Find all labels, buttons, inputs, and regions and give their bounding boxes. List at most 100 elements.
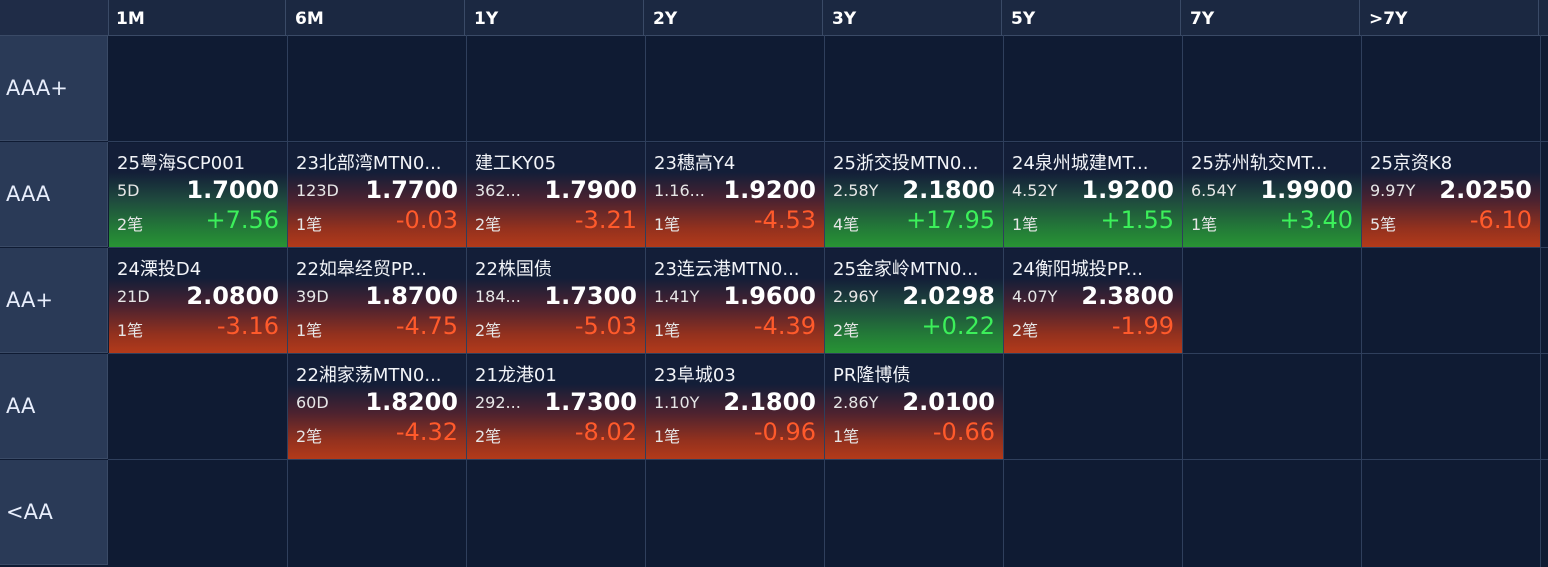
bond-term: 21D — [117, 287, 150, 306]
trade-count: 1笔 — [654, 321, 681, 340]
bond-tile[interactable]: 23北部湾MTN0... 123D 1.7700 1笔 -0.03 — [288, 143, 466, 247]
bond-name: 24泉州城建MT... — [1012, 153, 1149, 174]
trade-count: 2笔 — [1012, 321, 1039, 340]
header-corner — [0, 0, 109, 35]
col-header-over-7y[interactable]: >7Y — [1361, 0, 1539, 35]
bond-tile[interactable]: 25金家岭MTN0... 2.96Y 2.0298 2笔 +0.22 — [825, 249, 1003, 353]
bond-tile[interactable]: 23阜城03 1.10Y 2.1800 1笔 -0.96 — [646, 355, 824, 459]
trade-count: 1笔 — [833, 427, 860, 446]
yield-change-bp: -3.16 — [216, 312, 279, 340]
bond-yield: 1.9600 — [723, 282, 816, 310]
bond-name: 23连云港MTN0... — [654, 259, 800, 280]
trade-count: 1笔 — [654, 215, 681, 234]
yield-change-bp: -4.32 — [395, 418, 458, 446]
bond-tile[interactable]: 建工KY05 362... 1.7900 2笔 -3.21 — [467, 143, 645, 247]
bond-yield: 1.7000 — [186, 176, 279, 204]
bond-name: 建工KY05 — [475, 153, 557, 174]
col-header-3y[interactable]: 3Y — [824, 0, 1002, 35]
trade-count: 1笔 — [296, 215, 323, 234]
bond-term: 4.07Y — [1012, 287, 1058, 306]
bond-yield: 1.8700 — [365, 282, 458, 310]
bond-term: 1.16... — [654, 181, 705, 200]
grid-divider — [645, 35, 646, 567]
trade-count: 1笔 — [296, 321, 323, 340]
bond-name: 25粤海SCP001 — [117, 153, 246, 174]
yield-change-bp: +1.55 — [1100, 206, 1174, 234]
bond-term: 6.54Y — [1191, 181, 1237, 200]
bond-tile[interactable]: 25京资K8 9.97Y 2.0250 5笔 -6.10 — [1362, 143, 1540, 247]
bond-yield: 2.0100 — [902, 388, 995, 416]
yield-change-bp: +0.22 — [921, 312, 995, 340]
grid-divider — [108, 247, 1548, 248]
bond-name: 25京资K8 — [1370, 153, 1453, 174]
bond-tile[interactable]: 22如皋经贸PP... 39D 1.8700 1笔 -4.75 — [288, 249, 466, 353]
bond-tile[interactable]: 23连云港MTN0... 1.41Y 1.9600 1笔 -4.39 — [646, 249, 824, 353]
col-header-2y[interactable]: 2Y — [645, 0, 823, 35]
trade-count: 1笔 — [1191, 215, 1218, 234]
grid-divider — [466, 35, 467, 567]
col-header-1m[interactable]: 1M — [108, 0, 286, 35]
bond-tile[interactable]: 21龙港01 292... 1.7300 2笔 -8.02 — [467, 355, 645, 459]
row-label-aa-plus: AA+ — [0, 248, 108, 353]
bond-term: 2.86Y — [833, 393, 879, 412]
yield-change-bp: -4.39 — [753, 312, 816, 340]
bond-tile[interactable]: 22湘家荡MTN0... 60D 1.8200 2笔 -4.32 — [288, 355, 466, 459]
yield-change-bp: +3.40 — [1279, 206, 1353, 234]
bond-term: 2.96Y — [833, 287, 879, 306]
trade-count: 2笔 — [475, 321, 502, 340]
grid-divider — [1003, 35, 1004, 567]
bond-name: 23穗高Y4 — [654, 153, 736, 174]
bond-tile[interactable]: 24溧投D4 21D 2.0800 1笔 -3.16 — [109, 249, 287, 353]
col-header-1y[interactable]: 1Y — [466, 0, 644, 35]
grid-divider — [287, 35, 288, 567]
bond-term: 292... — [475, 393, 521, 412]
bond-yield: 1.9200 — [1081, 176, 1174, 204]
yield-change-bp: -0.03 — [395, 206, 458, 234]
grid-divider — [824, 35, 825, 567]
bond-name: 23阜城03 — [654, 365, 736, 386]
column-header-row: 1M 6M 1Y 2Y 3Y 5Y 7Y >7Y — [0, 0, 1548, 36]
bond-yield: 2.0800 — [186, 282, 279, 310]
bond-name: 25浙交投MTN0... — [833, 153, 979, 174]
col-header-5y[interactable]: 5Y — [1003, 0, 1181, 35]
bond-yield: 2.3800 — [1081, 282, 1174, 310]
bond-name: 23北部湾MTN0... — [296, 153, 442, 174]
bond-term: 60D — [296, 393, 329, 412]
bond-yield: 1.7300 — [544, 388, 637, 416]
yield-change-bp: +17.95 — [906, 206, 995, 234]
row-label-aaa: AAA — [0, 142, 108, 247]
bond-tile[interactable]: 24泉州城建MT... 4.52Y 1.9200 1笔 +1.55 — [1004, 143, 1182, 247]
trade-count: 2笔 — [296, 427, 323, 446]
trade-count: 1笔 — [117, 321, 144, 340]
bond-yield: 1.7700 — [365, 176, 458, 204]
bond-term: 123D — [296, 181, 339, 200]
bond-name: 24衡阳城投PP... — [1012, 259, 1143, 280]
grid-divider — [1182, 35, 1183, 567]
bond-tile[interactable]: 25粤海SCP001 5D 1.7000 2笔 +7.56 — [109, 143, 287, 247]
trade-count: 2笔 — [117, 215, 144, 234]
bond-yield: 1.9900 — [1260, 176, 1353, 204]
bond-tile[interactable]: 25浙交投MTN0... 2.58Y 2.1800 4笔 +17.95 — [825, 143, 1003, 247]
yield-change-bp: -8.02 — [574, 418, 637, 446]
col-header-6m[interactable]: 6M — [287, 0, 465, 35]
bond-name: 25苏州轨交MT... — [1191, 153, 1328, 174]
bond-tile[interactable]: PR隆博债 2.86Y 2.0100 1笔 -0.66 — [825, 355, 1003, 459]
bond-name: 25金家岭MTN0... — [833, 259, 979, 280]
bond-yield: 2.1800 — [723, 388, 816, 416]
trade-count: 4笔 — [833, 215, 860, 234]
bond-tile[interactable]: 22株国债 184... 1.7300 2笔 -5.03 — [467, 249, 645, 353]
bond-yield: 2.1800 — [902, 176, 995, 204]
bond-tile[interactable]: 25苏州轨交MT... 6.54Y 1.9900 1笔 +3.40 — [1183, 143, 1361, 247]
bond-tile[interactable]: 23穗高Y4 1.16... 1.9200 1笔 -4.53 — [646, 143, 824, 247]
bond-yield: 1.7300 — [544, 282, 637, 310]
trade-count: 2笔 — [475, 427, 502, 446]
bond-name: 22如皋经贸PP... — [296, 259, 427, 280]
bond-term: 2.58Y — [833, 181, 879, 200]
row-label-below-aa: <AA — [0, 460, 108, 565]
yield-change-bp: -3.21 — [574, 206, 637, 234]
col-header-7y[interactable]: 7Y — [1182, 0, 1360, 35]
row-label-aa: AA — [0, 354, 108, 459]
trade-count: 1笔 — [654, 427, 681, 446]
bond-tile[interactable]: 24衡阳城投PP... 4.07Y 2.3800 2笔 -1.99 — [1004, 249, 1182, 353]
grid-divider — [108, 141, 1548, 142]
